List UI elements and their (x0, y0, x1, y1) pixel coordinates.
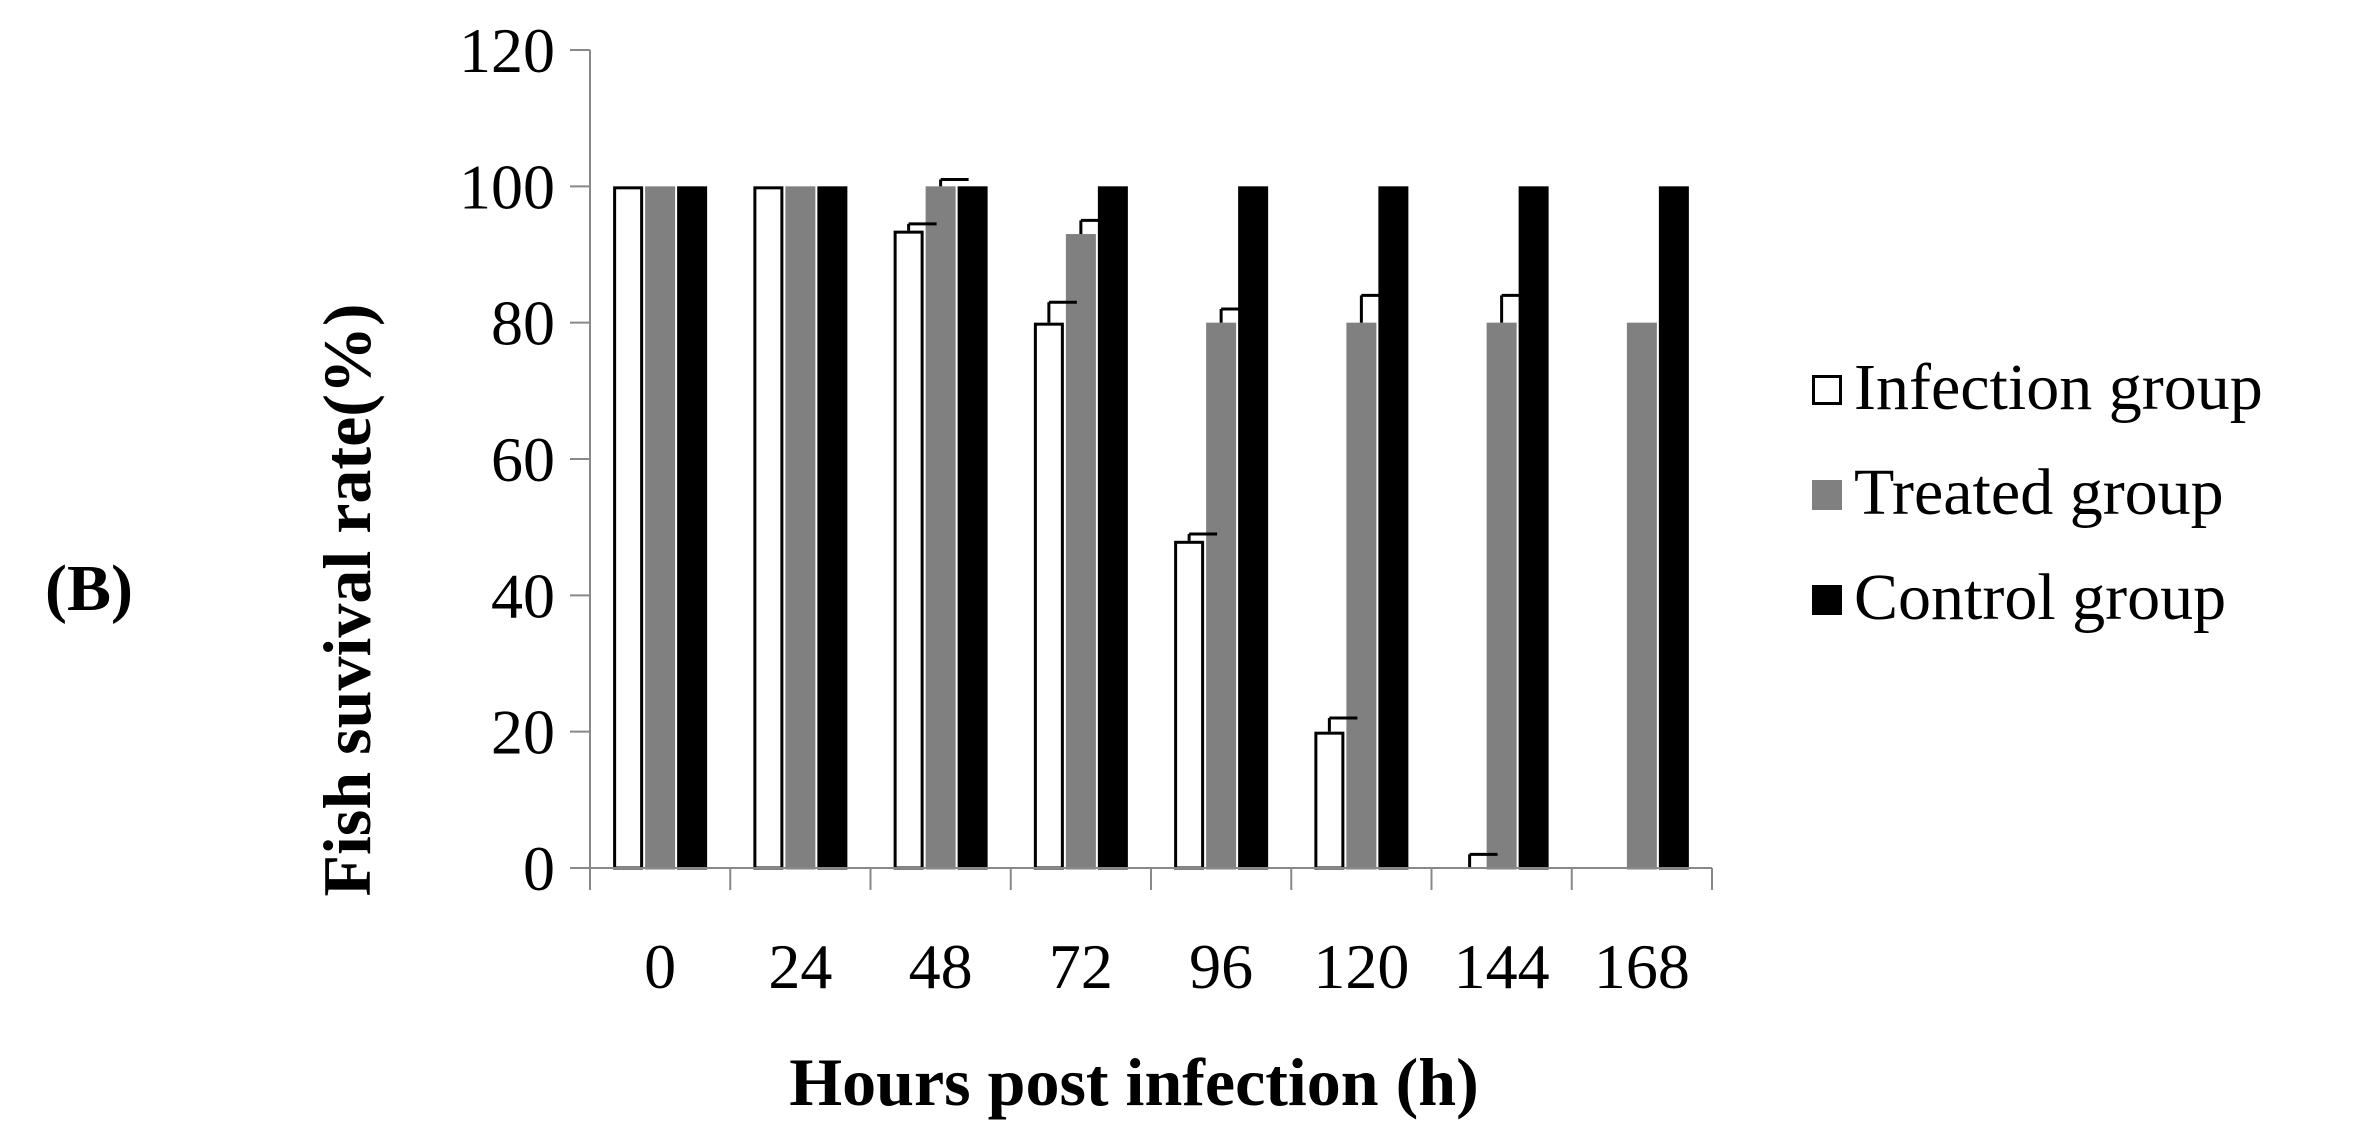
y-axis-title: Fish suvival rate(%) (309, 303, 385, 896)
x-tick-label: 144 (1454, 931, 1550, 1002)
x-tick-label: 168 (1594, 931, 1690, 1002)
bar-control-group (1097, 186, 1128, 870)
x-tick-label: 0 (644, 931, 676, 1002)
y-tick-label: 80 (491, 288, 555, 359)
y-axis-ticks: 0 20 40 60 80 100 120 (459, 15, 590, 904)
bar-treated-group (1206, 322, 1237, 870)
legend-swatch (1812, 585, 1842, 615)
legend-label: Treated group (1854, 456, 2224, 529)
bar-control-group (1518, 186, 1549, 870)
bar-treated-group (1346, 322, 1377, 870)
legend: Infection group Treated group Control grou… (1812, 351, 2263, 634)
legend-label: Infection group (1854, 351, 2263, 424)
bar-treated-group (925, 186, 956, 870)
bar-treated-group (1626, 322, 1657, 870)
x-tick-label: 24 (768, 931, 832, 1002)
y-tick-label: 0 (523, 833, 555, 904)
x-tick-label: 120 (1313, 931, 1409, 1002)
legend-swatch (1812, 375, 1842, 405)
y-tick-label: 120 (459, 15, 555, 86)
legend-swatch (1812, 480, 1842, 510)
bar-control-group (1378, 186, 1409, 870)
bar-treated-group (1065, 234, 1096, 870)
bar-control-group (817, 186, 848, 870)
bars (613, 186, 1689, 870)
error-bars (907, 178, 1530, 868)
bar-infection-group (1314, 731, 1345, 870)
bar-infection-group (1174, 540, 1205, 870)
axes (570, 50, 1712, 890)
bar-treated-group (645, 186, 676, 870)
bar-control-group (677, 186, 708, 870)
panel-label: (B) (45, 552, 133, 625)
bar-infection-group (1033, 322, 1064, 870)
bar-control-group (957, 186, 988, 870)
bar-control-group (1238, 186, 1269, 870)
y-tick-label: 40 (491, 560, 555, 631)
bar-infection-group (893, 230, 924, 870)
x-tick-label: 72 (1049, 931, 1113, 1002)
bar-infection-group (753, 186, 784, 870)
x-axis-title: Hours post infection (h) (789, 1044, 1478, 1120)
x-tick-label: 96 (1189, 931, 1253, 1002)
bar-treated-group (785, 186, 816, 870)
bar-infection-group (613, 186, 644, 870)
x-axis-ticks: 0 24 48 72 96 120 144 168 (589, 868, 1713, 1002)
bar-treated-group (1486, 322, 1517, 870)
x-tick-label: 48 (909, 931, 973, 1002)
y-tick-label: 100 (459, 151, 555, 222)
y-tick-label: 60 (491, 424, 555, 495)
bar-control-group (1658, 186, 1689, 870)
y-tick-label: 20 (491, 697, 555, 768)
legend-label: Control group (1854, 561, 2226, 634)
